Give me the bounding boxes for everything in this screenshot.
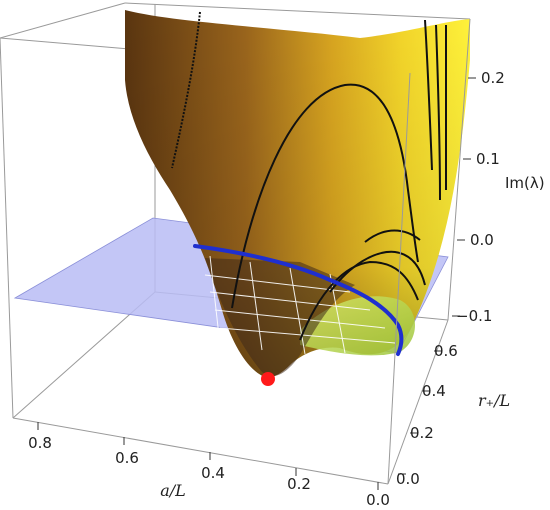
y-tick-label: 0.6 <box>434 342 458 360</box>
surface-mesh-lines <box>171 11 448 341</box>
x-axis-ticks <box>37 422 379 490</box>
y-tick-label: 0.4 <box>422 382 446 400</box>
y-axis-tick-labels: 0.0 0.2 0.4 0.6 <box>396 342 458 488</box>
z-tick-label: 0.0 <box>470 231 494 249</box>
y-tick-label: 0.0 <box>396 470 420 488</box>
z-tick-label: 0.2 <box>481 69 505 87</box>
zero-contour-curve <box>193 244 404 356</box>
plane-grid <box>204 255 396 355</box>
x-axis-title: a/L <box>160 481 186 500</box>
z-axis-tick-labels: −0.1 0.0 0.1 0.2 <box>456 69 505 325</box>
z-tick-label: −0.1 <box>456 307 492 325</box>
x-tick-label: 0.8 <box>28 434 52 452</box>
z-axis-title: Im(λ) <box>505 174 545 192</box>
surface-shading <box>125 10 470 378</box>
red-marker-point <box>261 372 275 386</box>
x-tick-label: 0.4 <box>201 464 225 482</box>
y-tick-label: 0.2 <box>410 424 434 442</box>
bounding-box-front <box>12 18 471 485</box>
z-tick-label: 0.1 <box>476 150 500 168</box>
y-axis-ticks <box>398 350 442 475</box>
x-tick-label: 0.2 <box>287 475 311 493</box>
x-tick-label: 0.0 <box>366 491 390 509</box>
x-tick-label: 0.6 <box>115 449 139 467</box>
x-axis-tick-labels: 0.8 0.6 0.4 0.2 0.0 <box>28 434 390 509</box>
z-axis-ticks <box>452 77 476 317</box>
y-axis-title: r₊/L <box>478 391 510 410</box>
